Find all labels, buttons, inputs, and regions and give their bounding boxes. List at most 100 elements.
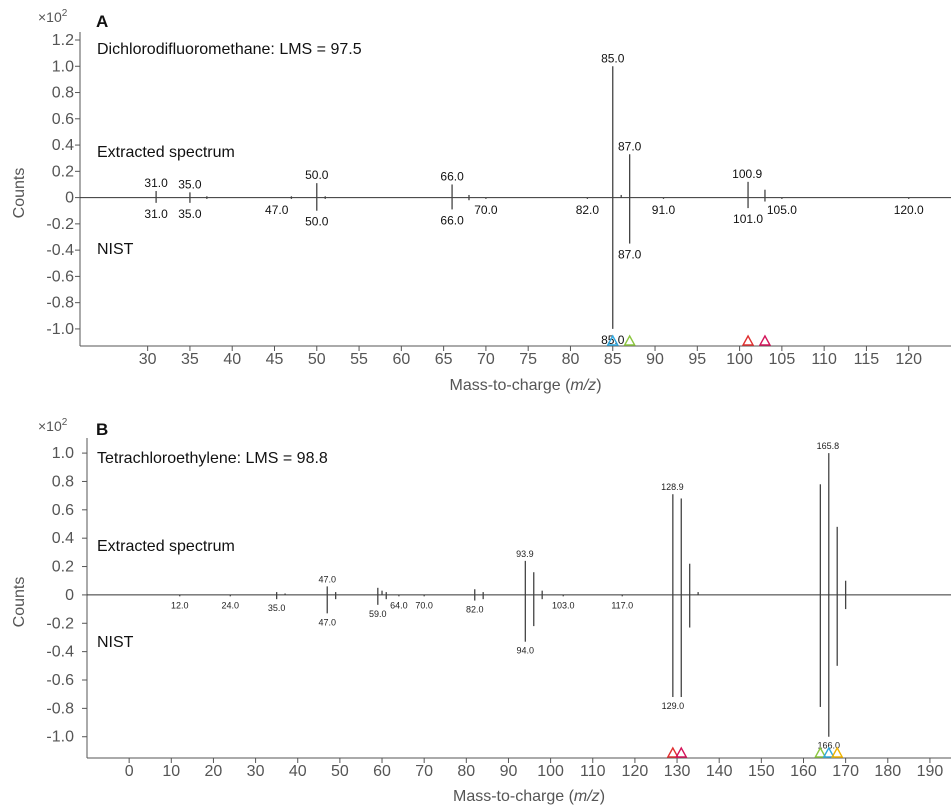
x-tick-label: 100: [726, 351, 753, 368]
x-tick-label: 40: [289, 763, 307, 780]
compound-label: Tetrachloroethylene: LMS = 98.8: [97, 450, 328, 467]
peak-label: 35.0: [268, 603, 286, 613]
peak-label: 166.0: [818, 741, 841, 751]
y-tick-label: 0.6: [52, 502, 74, 519]
x-axis-title: Mass-to-charge (m/z): [453, 788, 605, 805]
x-tick-label: 55: [350, 351, 368, 368]
panel-a: 1.2 1.0 0.8 0.6 0.4 0.2 0 -0.2 -0.4 -0.6 -0.8 -1.0 3…: [11, 8, 951, 394]
peak-label: 47.0: [318, 617, 336, 627]
peak-label: 64.0: [390, 600, 408, 610]
peak-label: 117.0: [611, 600, 633, 610]
y-tick-label: 0.2: [52, 559, 74, 576]
peak-label: 35.0: [178, 207, 202, 221]
peak-label: 24.0: [222, 600, 240, 610]
peak-label: 82.0: [466, 605, 484, 615]
peak-label: 50.0: [305, 215, 329, 229]
x-axis-title: Mass-to-charge (m/z): [449, 377, 601, 394]
panel-label: B: [96, 420, 108, 439]
x-tick-label: 100: [537, 763, 564, 780]
x-tick-label: 40: [223, 351, 241, 368]
x-tick-label: 50: [331, 763, 349, 780]
x-tick-label: 130: [664, 763, 691, 780]
y-tick-label: -0.2: [46, 216, 74, 233]
x-tick-label: 45: [266, 351, 284, 368]
nist-series: [179, 594, 847, 737]
y-tick-label: 0.8: [52, 473, 74, 490]
y-tick-label: -0.6: [46, 672, 74, 689]
x-tick-label: 190: [917, 763, 944, 780]
y-tick-label: 1.0: [52, 445, 74, 462]
x-tick-label: 90: [500, 763, 518, 780]
peak-label: 35.0: [178, 177, 202, 191]
x-tick-label: 75: [519, 351, 537, 368]
x-tick-label: 85: [604, 351, 622, 368]
y-axis-title: Counts: [11, 577, 28, 628]
y-axis-title: Counts: [11, 168, 28, 219]
x-tick-label: 90: [646, 351, 664, 368]
peak-label: 100.9: [732, 167, 762, 181]
x-tick-label: 120: [895, 351, 922, 368]
peak-label: 85.0: [601, 333, 625, 347]
peak-label: 85.0: [601, 51, 625, 65]
x-tick-label: 170: [832, 763, 859, 780]
peak-label: 93.9: [516, 549, 534, 559]
y-tick-label: 0: [65, 190, 74, 207]
y-tick-label: 0.4: [52, 530, 74, 547]
peak-label: 129.0: [662, 701, 685, 711]
y-multiplier: ×102: [38, 8, 68, 25]
peak-label: 12.0: [171, 600, 189, 610]
y-tick-label: 0.8: [52, 85, 74, 102]
peak-label: 47.0: [318, 574, 336, 584]
peak-label: 59.0: [369, 609, 387, 619]
x-tick-label: 150: [748, 763, 775, 780]
compound-label: Dichlorodifluoromethane: LMS = 97.5: [97, 41, 362, 58]
peak-label: 105.0: [767, 203, 797, 217]
peak-label: 50.0: [305, 168, 329, 182]
y-tick-label: 0.2: [52, 163, 74, 180]
peak-label: 91.0: [652, 203, 676, 217]
x-tick-label: 105: [769, 351, 796, 368]
peak-label: 82.0: [576, 203, 600, 217]
y-tick-label: 1.0: [52, 58, 74, 75]
ion-marker-triangle: [822, 746, 835, 758]
peak-label: 70.0: [415, 600, 433, 610]
ion-marker-triangle: [675, 746, 688, 758]
y-tick-label: -0.6: [46, 268, 74, 285]
peak-label: 87.0: [618, 139, 642, 153]
extracted-spectrum-label: Extracted spectrum: [97, 538, 235, 555]
x-tick-label: 35: [181, 351, 199, 368]
ion-marker-triangle: [758, 334, 772, 346]
x-tick-label: 80: [457, 763, 475, 780]
peak-label: 101.0: [733, 212, 763, 226]
x-tick-label: 30: [139, 351, 157, 368]
ion-marker-triangle: [606, 334, 619, 346]
x-tick-label: 110: [580, 763, 606, 780]
peak-label: 120.0: [894, 203, 924, 217]
x-tick-label: 110: [811, 351, 837, 368]
peak-label: 47.0: [265, 203, 289, 217]
y-tick-label: 0.4: [52, 137, 74, 154]
nist-label: NIST: [97, 634, 134, 651]
ion-marker-triangle: [814, 746, 827, 758]
peak-label: 70.0: [474, 203, 498, 217]
y-tick-label: 0: [65, 587, 74, 604]
extracted-spectrum-series: [155, 66, 766, 198]
peak-label: 87.0: [618, 248, 642, 262]
peak-label: 66.0: [440, 169, 464, 183]
y-multiplier: ×102: [38, 417, 68, 434]
x-tick-label: 20: [205, 763, 223, 780]
x-tick-label: 65: [435, 351, 453, 368]
y-tick-label: -1.0: [46, 729, 74, 746]
peak-label: 165.8: [817, 441, 840, 451]
panel-label: A: [96, 12, 108, 31]
peak-label: 31.0: [144, 176, 168, 190]
peak-label: 94.0: [517, 646, 535, 656]
x-tick-label: 10: [162, 763, 180, 780]
x-tick-label: 70: [477, 351, 495, 368]
ion-marker-triangle: [623, 334, 636, 346]
x-tick-label: 80: [562, 351, 580, 368]
x-tick-label: 30: [247, 763, 265, 780]
y-tick-label: -0.8: [46, 295, 74, 312]
peak-label: 103.0: [552, 600, 575, 610]
y-tick-label: -0.2: [46, 615, 74, 632]
